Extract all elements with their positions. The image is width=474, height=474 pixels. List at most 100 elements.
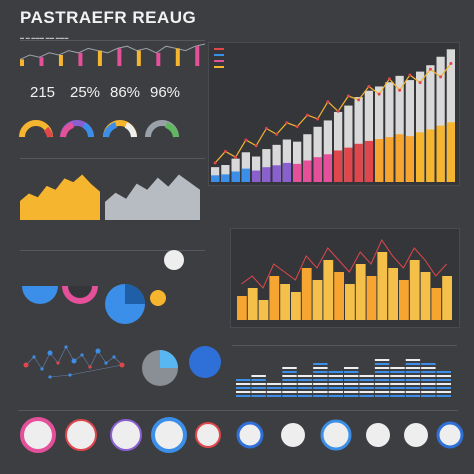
stripe [344, 367, 359, 369]
stripe [344, 379, 359, 381]
stripe [344, 395, 359, 397]
bar [436, 56, 445, 182]
node [95, 348, 101, 354]
area [20, 174, 100, 220]
stripe [297, 395, 313, 397]
stripe [297, 375, 313, 377]
stripe [344, 371, 359, 373]
stripe [390, 387, 405, 389]
bar-segment [272, 165, 281, 182]
bar [312, 280, 323, 320]
trend-point [285, 121, 289, 125]
stripe [421, 363, 436, 365]
bar [446, 49, 455, 182]
divider [20, 40, 205, 41]
bar [388, 268, 398, 320]
stripe [344, 387, 359, 389]
bar-segment [313, 157, 322, 182]
donut-icon [60, 120, 94, 138]
stripe [405, 363, 421, 365]
stripe [266, 395, 282, 397]
trend-point [234, 155, 238, 159]
stripe [436, 371, 451, 373]
bar [409, 260, 420, 320]
trend-line [241, 238, 447, 289]
stripe [390, 379, 405, 381]
stripe [374, 379, 390, 381]
spark-bar [58, 55, 63, 66]
stripe [282, 367, 297, 369]
node [40, 367, 44, 371]
stripe [359, 375, 374, 377]
bar [272, 144, 281, 182]
divider [20, 250, 205, 251]
stripe [344, 391, 359, 393]
link [57, 346, 67, 364]
bar-segment [241, 168, 250, 182]
node [48, 375, 52, 379]
yellow-bar-chart [237, 238, 452, 320]
bar [221, 165, 230, 182]
trend-point [387, 77, 391, 81]
link [81, 354, 91, 368]
bar [252, 156, 261, 182]
stripe [313, 387, 328, 389]
node [80, 353, 84, 357]
divider [18, 410, 458, 411]
bar-segment [375, 139, 384, 182]
stripe [405, 371, 421, 373]
node [68, 373, 72, 377]
stripe [251, 395, 266, 397]
bar [416, 71, 425, 182]
stripe [251, 375, 266, 377]
stripe [421, 391, 436, 393]
bar-segment [446, 122, 455, 182]
trend-point [428, 67, 432, 71]
gauge-icon [19, 120, 53, 138]
bar [262, 149, 271, 182]
stripe [436, 379, 451, 381]
divider [232, 345, 457, 346]
stripe [436, 387, 451, 389]
stripe [282, 391, 297, 393]
bar-segment [364, 140, 373, 182]
bar [237, 296, 247, 320]
spark-bar [20, 59, 24, 66]
stripe [374, 375, 390, 377]
bar [241, 152, 250, 182]
stripe [405, 387, 421, 389]
stripe [390, 395, 405, 397]
stripe [313, 383, 328, 385]
link [69, 364, 123, 376]
stripe [390, 375, 405, 377]
node [23, 362, 29, 368]
stripe [251, 379, 266, 381]
bar-segment [211, 175, 220, 182]
bar [345, 284, 355, 320]
stripe [359, 395, 374, 397]
bar [282, 139, 291, 182]
trend-point [264, 126, 268, 130]
stripe [282, 395, 297, 397]
node [104, 361, 108, 365]
trend-point [244, 138, 248, 142]
pie-charts [105, 250, 184, 324]
bar-segment [426, 129, 435, 182]
stripe [297, 383, 313, 385]
trend-point [357, 98, 361, 102]
stripe [282, 371, 297, 373]
bar-segment [231, 171, 240, 182]
bar [334, 111, 343, 182]
stripe [282, 379, 297, 381]
sparkline-chart [19, 43, 206, 66]
stripe [374, 391, 390, 393]
bar [280, 284, 290, 320]
stripe [374, 359, 390, 361]
stripe [236, 383, 251, 385]
bar-segment [416, 132, 425, 182]
bar [364, 90, 373, 182]
sparkline [19, 43, 206, 60]
scatter-network [23, 345, 125, 379]
stripe [405, 391, 421, 393]
bar [231, 158, 240, 182]
